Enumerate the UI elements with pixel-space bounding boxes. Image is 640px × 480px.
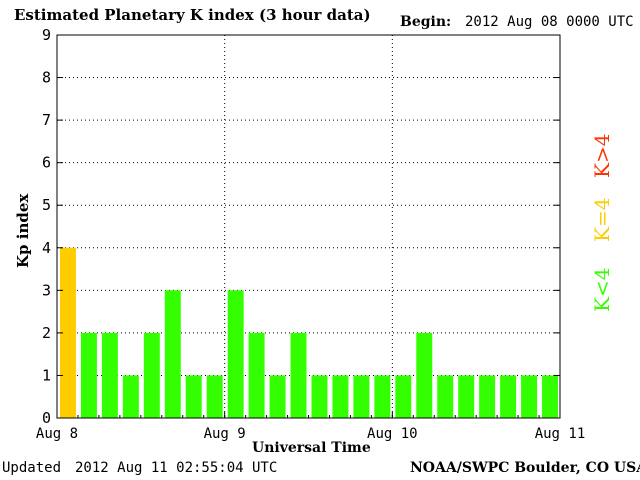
kp-bar: [143, 332, 160, 418]
x-tick-label: Aug 10: [367, 426, 418, 442]
kp-bar: [290, 332, 307, 418]
kp-bar: [269, 375, 286, 418]
kp-bar: [395, 375, 412, 418]
begin-value: 2012 Aug 08 0000 UTC: [465, 14, 634, 30]
x-tick-label: Aug 8: [36, 426, 78, 442]
kp-bar: [542, 375, 558, 418]
kp-bar: [227, 290, 244, 418]
kp-bar: [332, 375, 349, 418]
x-tick-label: Aug 9: [204, 426, 246, 442]
kp-bar: [437, 375, 454, 418]
kp-bar: [248, 332, 265, 418]
kp-bar: [80, 332, 97, 418]
x-axis-label: Universal Time: [252, 440, 371, 456]
legend-low: K<4: [590, 267, 614, 312]
legend-high: K>4: [590, 133, 614, 178]
y-tick-label: 5: [42, 196, 51, 214]
y-tick-label: 2: [42, 324, 51, 342]
kp-bar: [500, 375, 517, 418]
kp-bar: [164, 290, 181, 418]
y-tick-label: 1: [42, 366, 51, 384]
kp-bar: [185, 375, 202, 418]
kp-bar: [521, 375, 538, 418]
kp-bar: [60, 247, 76, 418]
kp-bar: [458, 375, 475, 418]
chart-title: Estimated Planetary K index (3 hour data…: [14, 6, 371, 24]
kp-bar: [311, 375, 328, 418]
y-tick-label: 9: [42, 26, 51, 44]
y-axis-label: Kp index: [14, 193, 32, 268]
kp-bar: [374, 375, 391, 418]
kp-bar: [101, 332, 118, 418]
updated-value: 2012 Aug 11 02:55:04 UTC: [75, 460, 278, 476]
source-credit: NOAA/SWPC Boulder, CO USA: [410, 460, 640, 476]
y-tick-label: 7: [42, 111, 51, 129]
y-tick-label: 4: [42, 239, 51, 257]
kp-bar: [416, 332, 433, 418]
kp-bar: [353, 375, 370, 418]
kp-bar: [206, 375, 223, 418]
updated-label: Updated: [2, 460, 62, 476]
plot-frame: [56, 34, 561, 419]
x-tick-label: Aug 11: [535, 426, 586, 442]
y-tick-label: 8: [42, 69, 51, 87]
kp-bar: [479, 375, 496, 418]
y-tick-label: 6: [42, 154, 51, 172]
kp-bar: [122, 375, 139, 418]
legend-mid: K=4: [590, 197, 614, 242]
y-tick-label: 3: [42, 281, 51, 299]
y-tick-label: 0: [42, 409, 51, 427]
begin-label: Begin:: [400, 14, 452, 30]
